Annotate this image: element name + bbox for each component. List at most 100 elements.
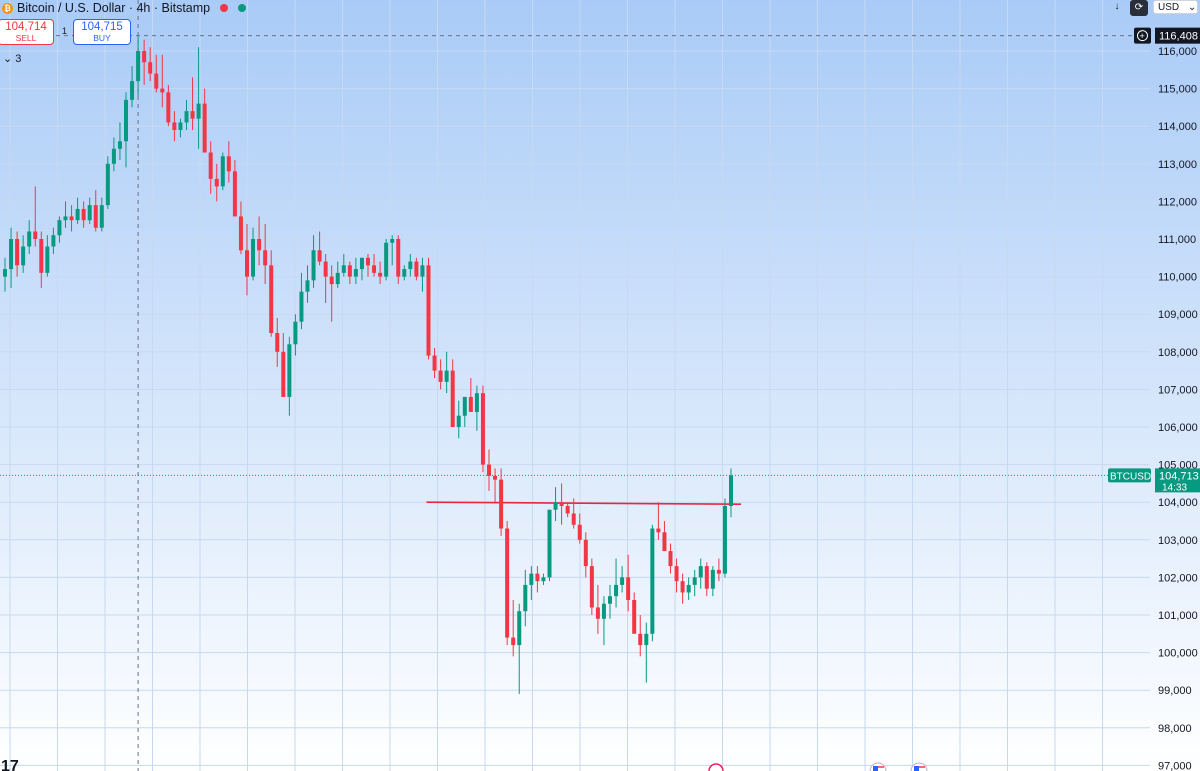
candle[interactable] (39, 231, 44, 288)
candle[interactable] (620, 566, 625, 593)
candle[interactable] (656, 502, 661, 540)
candle[interactable] (15, 231, 20, 277)
candle[interactable] (432, 348, 437, 379)
candle[interactable] (178, 118, 183, 138)
candle[interactable] (390, 235, 395, 266)
candle[interactable] (372, 254, 377, 277)
candle[interactable] (305, 265, 310, 303)
candle[interactable] (662, 521, 667, 552)
candle[interactable] (517, 603, 522, 694)
candle[interactable] (202, 88, 207, 153)
candle[interactable] (698, 558, 703, 589)
sell-button[interactable]: 104,714 SELL (0, 19, 54, 45)
candle[interactable] (426, 257, 431, 360)
candle[interactable] (644, 622, 649, 683)
candle[interactable] (130, 66, 135, 108)
candle[interactable] (614, 558, 619, 608)
candle[interactable] (148, 47, 153, 82)
candle[interactable] (347, 261, 352, 285)
candle[interactable] (595, 584, 600, 634)
candle[interactable] (408, 254, 413, 277)
candle[interactable] (487, 449, 491, 491)
candle[interactable] (166, 84, 171, 127)
candle[interactable] (196, 47, 201, 149)
us-flag-icon[interactable] (869, 762, 887, 771)
candle[interactable] (136, 35, 141, 97)
candle[interactable] (21, 235, 26, 273)
candle[interactable] (468, 378, 473, 412)
candle[interactable] (450, 359, 455, 427)
resistance-line[interactable] (426, 501, 742, 505)
symbol-legend[interactable]: ₿ Bitcoin / U.S. Dollar · 4h · Bitstamp (0, 0, 247, 16)
buy-button[interactable]: 104,715 BUY (73, 19, 131, 45)
candle[interactable] (238, 201, 243, 255)
indicators-toggle[interactable]: ⌄ 3 (3, 52, 21, 65)
candle[interactable] (117, 122, 122, 161)
candle[interactable] (317, 231, 322, 266)
candle[interactable] (3, 257, 7, 292)
candle[interactable] (608, 584, 612, 619)
candle[interactable] (704, 562, 709, 597)
candle[interactable] (474, 385, 479, 431)
candle[interactable] (650, 524, 655, 642)
candle[interactable] (559, 483, 564, 525)
candle[interactable] (378, 261, 383, 285)
candle[interactable] (111, 137, 116, 172)
candle[interactable] (184, 99, 189, 130)
candle[interactable] (154, 54, 159, 93)
candle[interactable] (414, 257, 419, 281)
candle[interactable] (69, 205, 74, 232)
candle[interactable] (589, 558, 594, 615)
candle[interactable] (281, 333, 286, 397)
candle[interactable] (366, 254, 370, 277)
candle[interactable] (51, 227, 56, 255)
candle[interactable] (729, 468, 733, 518)
candle[interactable] (172, 111, 177, 142)
candle[interactable] (208, 141, 213, 194)
candle[interactable] (353, 257, 358, 285)
candle[interactable] (499, 468, 504, 537)
candle[interactable] (160, 54, 165, 108)
candle[interactable] (553, 487, 558, 521)
candle[interactable] (456, 400, 461, 439)
candle[interactable] (493, 468, 498, 503)
candle[interactable] (638, 615, 643, 657)
candle[interactable] (511, 599, 516, 657)
candle[interactable] (402, 265, 407, 281)
candle[interactable] (335, 261, 340, 288)
candle[interactable] (87, 197, 92, 224)
candle[interactable] (9, 227, 14, 288)
candle[interactable] (692, 569, 697, 597)
candle[interactable] (99, 197, 104, 232)
candle[interactable] (232, 160, 237, 217)
candle[interactable] (626, 554, 631, 612)
candle[interactable] (251, 227, 256, 281)
arrow-down-icon[interactable]: ↓ (1114, 1, 1120, 12)
candle[interactable] (541, 573, 546, 585)
candle[interactable] (462, 396, 467, 427)
candle[interactable] (329, 265, 334, 322)
candle[interactable] (63, 201, 68, 228)
candle[interactable] (632, 592, 637, 634)
candle[interactable] (686, 577, 691, 600)
candle[interactable] (668, 543, 673, 574)
candle[interactable] (710, 566, 715, 597)
candle[interactable] (226, 141, 231, 183)
candle[interactable] (716, 558, 721, 582)
candle[interactable] (75, 197, 80, 224)
candle[interactable] (722, 498, 727, 578)
candle[interactable] (571, 498, 576, 529)
candle[interactable] (529, 566, 534, 600)
candle[interactable] (505, 521, 510, 646)
symbol-title[interactable]: Bitcoin / U.S. Dollar · 4h · Bitstamp (17, 1, 211, 15)
candle[interactable] (299, 272, 304, 330)
candle[interactable] (27, 220, 32, 255)
candle[interactable] (420, 257, 425, 292)
candle[interactable] (275, 317, 280, 367)
crypto-event-icon[interactable] (708, 763, 724, 771)
candle[interactable] (124, 92, 128, 168)
candle[interactable] (257, 216, 262, 266)
candle[interactable] (33, 186, 38, 247)
